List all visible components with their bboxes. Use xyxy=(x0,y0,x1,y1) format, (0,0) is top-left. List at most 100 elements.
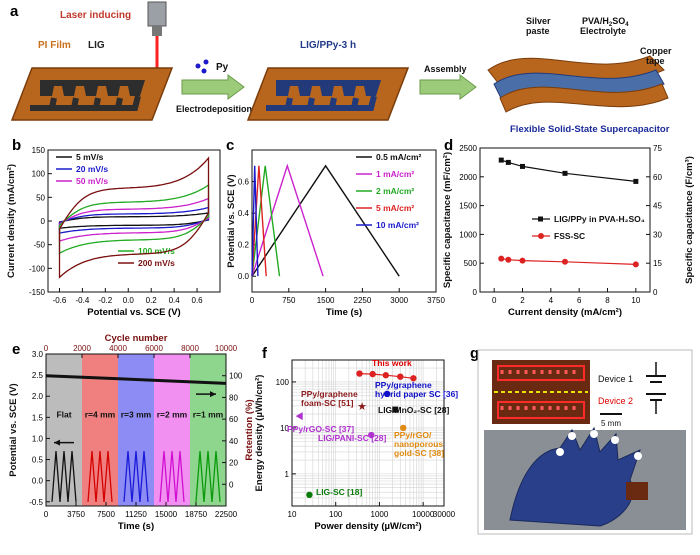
y-tick-label: 0 xyxy=(473,288,478,297)
device-1-label: Device 1 xyxy=(598,374,633,384)
scale-label: 5 mm xyxy=(601,419,621,428)
x-tick-label: -0.6 xyxy=(53,296,67,305)
led-icon xyxy=(611,436,619,444)
y-axis-title: Potential vs. SCE (V) xyxy=(226,174,237,267)
gcd-curve xyxy=(251,165,267,277)
x-tick-label: 3750 xyxy=(427,296,445,305)
plot-frame xyxy=(479,147,651,293)
data-point xyxy=(505,256,512,263)
arrow-assembly-icon xyxy=(419,74,477,100)
x-tick-label: 0 xyxy=(492,296,497,305)
x-tick-label: 1500 xyxy=(317,296,335,305)
device-photo xyxy=(492,360,590,424)
laser-inducing-label: Laser inducing xyxy=(60,10,131,21)
py-dot-icon xyxy=(195,63,201,69)
y-right-tick-label: 0 xyxy=(653,288,658,297)
legend-marker xyxy=(538,216,543,222)
condition-band xyxy=(190,354,226,506)
point-annotation: PPy/graphene xyxy=(375,380,432,390)
gcd-cycle xyxy=(95,451,105,502)
x-tick-label: 3000 xyxy=(390,296,408,305)
arrow-head-icon xyxy=(54,439,60,446)
y-right-tick-label: 60 xyxy=(229,415,238,424)
x-tick-label: 18750 xyxy=(185,510,208,519)
cv-curve xyxy=(58,183,210,255)
plot-frame xyxy=(291,359,445,507)
lig-pattern-1b xyxy=(30,95,141,111)
y-axis-title: Energy density (µWh/cm²) xyxy=(254,375,265,492)
y-axis-title: Specific capacitance (mF/cm²) xyxy=(442,152,453,288)
y-right-tick-label: 30 xyxy=(653,230,662,239)
x-axis-title: Time (s) xyxy=(326,307,362,318)
y-right-tick-label: 20 xyxy=(229,459,238,468)
top-axis-title: Cycle number xyxy=(105,333,168,344)
star-marker: ★ xyxy=(357,401,367,413)
arrow-head-icon xyxy=(210,391,216,398)
y-right-tick-label: 80 xyxy=(229,393,238,402)
x-tick-label: 2250 xyxy=(354,296,372,305)
point-annotation: LIG/PANI-SC [28] xyxy=(318,433,386,443)
gcd-cycle xyxy=(175,451,185,502)
cv-curve xyxy=(58,197,210,242)
y-right-axis-title: Specific capacitance (F/cm³) xyxy=(684,156,695,284)
panel-c-label: c xyxy=(226,137,234,154)
condition-band xyxy=(154,354,190,506)
y-tick-label: 0.6 xyxy=(238,178,250,187)
y-tick-label: 10 xyxy=(280,424,289,433)
y-right-tick-label: 100 xyxy=(229,372,243,381)
y-right-tick-label: 75 xyxy=(653,144,662,153)
lig-ppy-pattern-b xyxy=(266,95,377,111)
device-1-electrode xyxy=(497,365,585,381)
lig-pattern-1 xyxy=(40,80,145,96)
y-tick-label: 500 xyxy=(464,259,478,268)
y-tick-label: 0.0 xyxy=(32,477,44,486)
y-tick-label: 2.0 xyxy=(32,392,44,401)
band-label: r=2 mm xyxy=(157,409,188,419)
gcd-cycle xyxy=(203,451,213,502)
legend-label: 200 mV/s xyxy=(138,258,175,268)
square-marker xyxy=(392,406,399,413)
silver-paste-label: Silver paste xyxy=(526,16,551,36)
panel-b-label: b xyxy=(12,137,21,154)
data-point xyxy=(400,424,407,432)
panel-a: a Laser inducing PI Film LIG Py Electrod… xyxy=(10,1,672,135)
point-annotation: This work xyxy=(372,358,412,368)
legend-label: 1 mA/cm² xyxy=(376,169,414,179)
cv-curve xyxy=(58,212,210,229)
triangle-marker xyxy=(295,412,303,421)
y-tick-label: 50 xyxy=(36,193,45,202)
legend-label: 0.5 mA/cm² xyxy=(376,152,422,162)
data-point xyxy=(383,390,391,398)
y-right-tick-label: 45 xyxy=(653,202,662,211)
py-label: Py xyxy=(216,62,229,73)
panel-g-label: g xyxy=(470,345,479,362)
glove-shape xyxy=(509,426,641,527)
y-axis-title: Current density (mA/cm²) xyxy=(6,164,17,278)
legend-label: LIG/PPy in PVA-H₂SO₄ xyxy=(554,214,645,224)
y-tick-label: 1000 xyxy=(459,230,477,239)
top-tick-label: 10000 xyxy=(215,344,238,353)
cv-curve xyxy=(58,156,210,279)
data-point xyxy=(633,178,639,184)
gcd-cycle xyxy=(139,451,149,502)
legend-label: 5 mV/s xyxy=(76,152,104,162)
condition-band xyxy=(46,354,82,506)
y-tick-label: 0.0 xyxy=(238,272,250,281)
y-tick-label: 2.5 xyxy=(32,371,44,380)
x-tick-label: 22500 xyxy=(215,510,238,519)
legend-label: 50 mV/s xyxy=(76,176,108,186)
data-point xyxy=(562,170,568,176)
x-axis-title: Potential vs. SCE (V) xyxy=(87,307,180,318)
data-point xyxy=(498,255,505,262)
led-icon xyxy=(634,452,642,460)
x-tick-label: 6 xyxy=(577,296,582,305)
top-tick-label: 2000 xyxy=(73,344,91,353)
y-right-tick-label: 0 xyxy=(229,480,234,489)
py-dot-icon xyxy=(201,68,207,74)
data-point xyxy=(498,157,504,163)
device-2-fingers xyxy=(500,406,576,410)
gcd-cycle xyxy=(67,451,77,502)
x-axis-title: Time (s) xyxy=(118,521,154,532)
